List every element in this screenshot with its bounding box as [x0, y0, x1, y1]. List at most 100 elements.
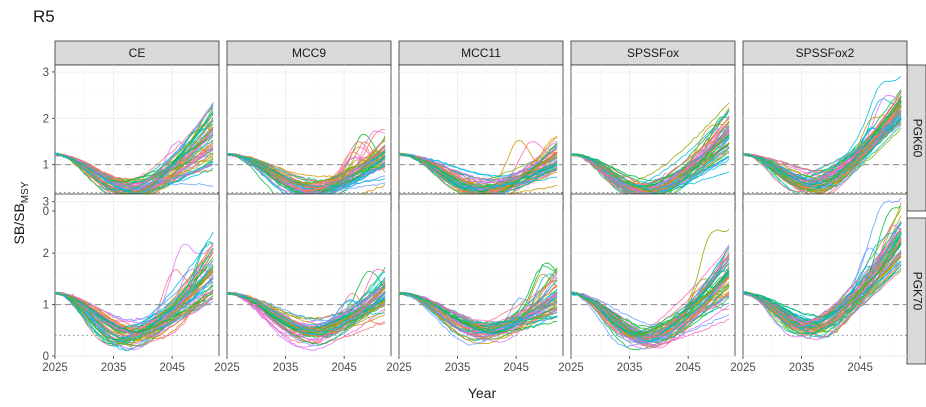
x-axis-title: Year: [468, 385, 497, 401]
x-tick-label: 2025: [558, 362, 584, 374]
trajectory-line: [54, 231, 214, 343]
trajectory-line: [226, 290, 386, 346]
y-tick-label: 0: [43, 351, 49, 363]
panel-mcc11-pgk60: MCC11: [398, 40, 564, 212]
y-tick-label: 1: [43, 300, 49, 312]
trajectory-line: [398, 292, 558, 342]
x-tick-label: 2025: [730, 362, 756, 374]
trajectory-line: [398, 292, 558, 324]
facet-grid: PGK60 CE 0 1 2 3 MCC9 MCC11 SPSSFox SPSSFox2 PGK70…: [42, 40, 926, 374]
trajectories: [570, 102, 730, 207]
col-strip-label: MCC11: [461, 46, 501, 60]
trajectory-line: [226, 292, 386, 348]
trajectory-line: [570, 143, 730, 182]
col-strip-bg: [54, 40, 220, 66]
trajectory-line: [398, 153, 558, 190]
trajectory-line: [570, 130, 730, 195]
trajectory-line: [742, 104, 902, 188]
trajectory-line: [226, 140, 386, 189]
trajectory-line: [398, 291, 558, 341]
trajectory-line: [570, 276, 730, 338]
x-tick-label: 2045: [331, 362, 357, 374]
trajectory-line: [54, 292, 214, 337]
col-strip-bg: [742, 40, 908, 66]
col-strip-bg: [398, 40, 564, 66]
trajectory-line: [742, 112, 902, 174]
col-strip-label: SPSSFox: [627, 46, 679, 60]
x-tick-label: 2035: [101, 362, 127, 374]
trajectory-line: [54, 144, 214, 188]
trajectory-line: [742, 107, 902, 186]
x-tick-label: 2025: [386, 362, 412, 374]
trajectory-line: [570, 269, 730, 334]
x-tick-label: 2035: [445, 362, 471, 374]
trajectory-line: [54, 111, 214, 195]
x-tick-label: 2025: [214, 362, 240, 374]
trajectory-line: [398, 153, 558, 190]
trajectory-line: [742, 120, 902, 192]
trajectory-line: [54, 259, 214, 347]
trajectories: [226, 266, 386, 351]
trajectory-line: [398, 292, 558, 323]
trajectory-line: [398, 148, 558, 181]
x-tick-label: 2045: [503, 362, 529, 374]
trajectory-line: [54, 248, 214, 342]
panel-ce-pgk60: CE 0 1 2 3: [43, 40, 220, 218]
chart-title: R5: [33, 7, 55, 26]
trajectory-line: [742, 264, 902, 335]
trajectory-line: [570, 257, 730, 344]
trajectory-line: [226, 141, 386, 178]
row-strip-pgk70: PGK70: [906, 217, 926, 365]
trajectory-line: [54, 285, 214, 329]
x-tick-label: 2035: [617, 362, 643, 374]
trajectory-line: [742, 242, 902, 318]
trajectories: [398, 262, 558, 346]
y-axis-title: SB/SBMSY: [11, 181, 31, 244]
trajectories: [742, 197, 902, 341]
y-tick-label: 3: [43, 67, 49, 79]
trajectory-line: [226, 292, 386, 336]
panel-mcc9-pgk60: MCC9: [226, 40, 392, 212]
trajectory-line: [399, 292, 558, 334]
panel-spssfox-pgk60: SPSSFox: [570, 40, 736, 212]
x-tick-label: 2045: [159, 362, 185, 374]
col-strip-label: CE: [129, 46, 146, 60]
trajectory-line: [398, 292, 558, 328]
trajectory-line: [742, 95, 902, 187]
col-strip-label: SPSSFox2: [796, 46, 855, 60]
panel-ce-pgk70: 0 1 2 3 2025 2035 2045: [42, 193, 220, 374]
col-strip-label: MCC9: [292, 46, 326, 60]
trajectory-line: [226, 128, 386, 192]
trajectory-line: [398, 142, 558, 195]
trajectory-line: [570, 254, 730, 339]
y-axis-title-main: SB/SB: [11, 203, 27, 244]
trajectory-line: [570, 284, 730, 335]
trajectory-line: [54, 129, 214, 194]
trajectory-line: [570, 118, 730, 194]
panel-spssfox-pgk70: 2025 2035 2045: [558, 193, 736, 374]
trajectory-line: [54, 289, 214, 324]
trajectory-line: [398, 277, 558, 329]
trajectories: [742, 76, 902, 200]
x-tick-label: 2025: [42, 362, 68, 374]
x-tick-label: 2035: [789, 362, 815, 374]
trajectory-line: [226, 153, 386, 188]
trajectory-line: [570, 273, 730, 343]
x-tick-label: 2045: [675, 362, 701, 374]
x-tick-label: 2045: [847, 362, 873, 374]
y-axis-title-sub: MSY: [20, 181, 31, 203]
trajectory-line: [55, 119, 214, 195]
trajectory-line: [226, 151, 386, 182]
y-tick-label: 1: [43, 160, 49, 172]
col-strip-bg: [226, 40, 392, 66]
panel-spssfox2-pgk70: 2025 2035 2045: [730, 193, 908, 374]
panel-mcc9-pgk70: 2025 2035 2045: [214, 193, 392, 374]
y-tick-label: 3: [43, 197, 49, 209]
x-tick-label: 2035: [273, 362, 299, 374]
trajectory-line: [570, 153, 730, 190]
trajectories: [398, 135, 558, 206]
y-tick-label: 2: [43, 248, 49, 260]
row-strip-label: PGK70: [910, 272, 924, 311]
trajectory-line: [742, 114, 902, 185]
